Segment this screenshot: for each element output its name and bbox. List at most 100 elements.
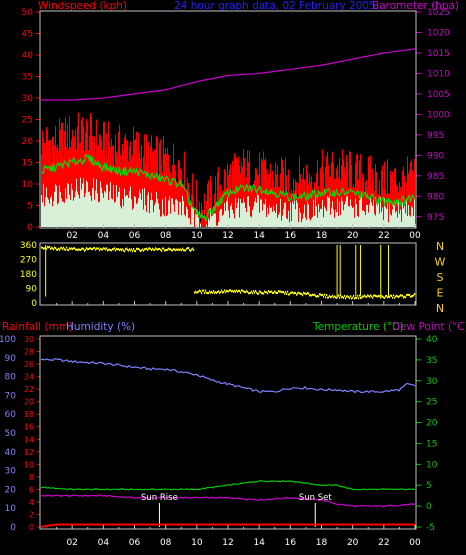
direction-point (233, 290, 235, 293)
windspeed-axis-title: Windspeed (kph) (38, 0, 127, 12)
barometer-tick-label: 1000 (427, 110, 450, 120)
rainfall-tick-label: 18 (24, 410, 34, 419)
barometer-tick-label: 995 (427, 131, 444, 141)
direction-point (361, 296, 363, 299)
direction-point (333, 296, 335, 299)
direction-point (320, 293, 322, 296)
direction-point (125, 248, 127, 251)
hour-label: 22 (378, 231, 389, 241)
direction-point (53, 248, 55, 251)
direction-point (75, 248, 77, 251)
direction-point (62, 248, 64, 251)
direction-point (374, 294, 376, 297)
direction-point (209, 290, 211, 293)
direction-point (381, 294, 383, 297)
direction-point (351, 297, 353, 300)
hour-label: 16 (285, 538, 297, 548)
temperature-tick-label: 35 (426, 356, 437, 366)
direction-y-axis: 360 270 180 90 0 (20, 241, 37, 309)
direction-point (249, 291, 251, 294)
humidity-tick-label: 70 (5, 391, 17, 401)
direction-point (71, 247, 73, 250)
wind-tick-label: 30 (22, 94, 34, 104)
direction-point (121, 249, 123, 252)
direction-point (129, 248, 131, 251)
direction-point (369, 295, 371, 298)
direction-point (155, 247, 157, 250)
direction-point (287, 290, 289, 293)
direction-point (48, 246, 50, 249)
direction-point (278, 289, 280, 292)
rainfall-tick-label: 16 (24, 423, 34, 432)
direction-point (199, 289, 201, 292)
direction-point (317, 294, 319, 297)
direction-point (91, 248, 93, 251)
direction-point (413, 294, 415, 297)
direction-point (265, 291, 267, 294)
direction-point (51, 246, 53, 249)
hour-label: 06 (129, 231, 141, 241)
direction-point (338, 294, 340, 297)
direction-point (220, 291, 222, 294)
hour-label: 12 (222, 538, 233, 548)
direction-point (190, 249, 192, 252)
direction-point (77, 249, 79, 252)
direction-point (251, 290, 253, 293)
direction-point (114, 247, 116, 250)
rainfall-line (40, 523, 415, 528)
wind-tick-label: 25 (22, 116, 33, 126)
direction-point (218, 290, 220, 293)
direction-point (124, 250, 126, 253)
direction-point (264, 290, 266, 293)
humidity-tick-label: 90 (5, 354, 17, 364)
direction-point (388, 295, 390, 298)
temperature-tick-label: 40 (426, 335, 438, 345)
direction-point (93, 247, 95, 250)
wind-tick-label: 5 (27, 202, 33, 212)
direction-point (157, 248, 159, 251)
direction-point (127, 248, 129, 251)
direction-point (406, 294, 408, 297)
direction-tick-label: 90 (26, 285, 38, 295)
hour-label: 12 (222, 231, 233, 241)
direction-point (294, 291, 296, 294)
direction-point (378, 294, 380, 297)
direction-point (392, 296, 394, 299)
direction-point (390, 294, 392, 297)
direction-point (345, 297, 347, 300)
direction-point (119, 249, 121, 252)
direction-point (132, 250, 134, 253)
temperature-y-axis: 40 35 30 25 20 15 10 5 0 -5 (416, 335, 438, 533)
direction-point (186, 247, 188, 250)
direction-point (370, 294, 372, 297)
direction-point (154, 248, 156, 251)
direction-point (299, 292, 301, 295)
barometer-tick-label: 1010 (427, 69, 450, 79)
direction-point (216, 291, 218, 294)
direction-point (328, 296, 330, 299)
direction-point (135, 250, 137, 253)
barometer-tick-label: 1015 (427, 49, 450, 59)
direction-point (174, 248, 176, 251)
direction-point (152, 247, 154, 250)
direction-point (269, 291, 271, 294)
direction-point (223, 291, 225, 294)
direction-point (283, 291, 285, 294)
direction-point (184, 249, 186, 252)
direction-point (389, 295, 391, 298)
direction-point (101, 248, 103, 251)
temperature-tick-label: 10 (426, 460, 438, 470)
rainfall-tick-label: 26 (24, 360, 34, 369)
direction-point (270, 290, 272, 293)
direction-point (364, 294, 366, 297)
barometer-y-axis: 1025 1020 1015 1010 1005 1000 995 990 985 980 975 (416, 8, 450, 223)
direction-point (279, 290, 281, 293)
direction-point (224, 289, 226, 292)
direction-point (377, 295, 379, 298)
direction-point (244, 291, 246, 294)
hour-label: 20 (347, 231, 359, 241)
direction-point (173, 248, 175, 251)
barometer-axis-title: Barometer (hpa) (372, 0, 459, 12)
direction-point (273, 291, 275, 294)
